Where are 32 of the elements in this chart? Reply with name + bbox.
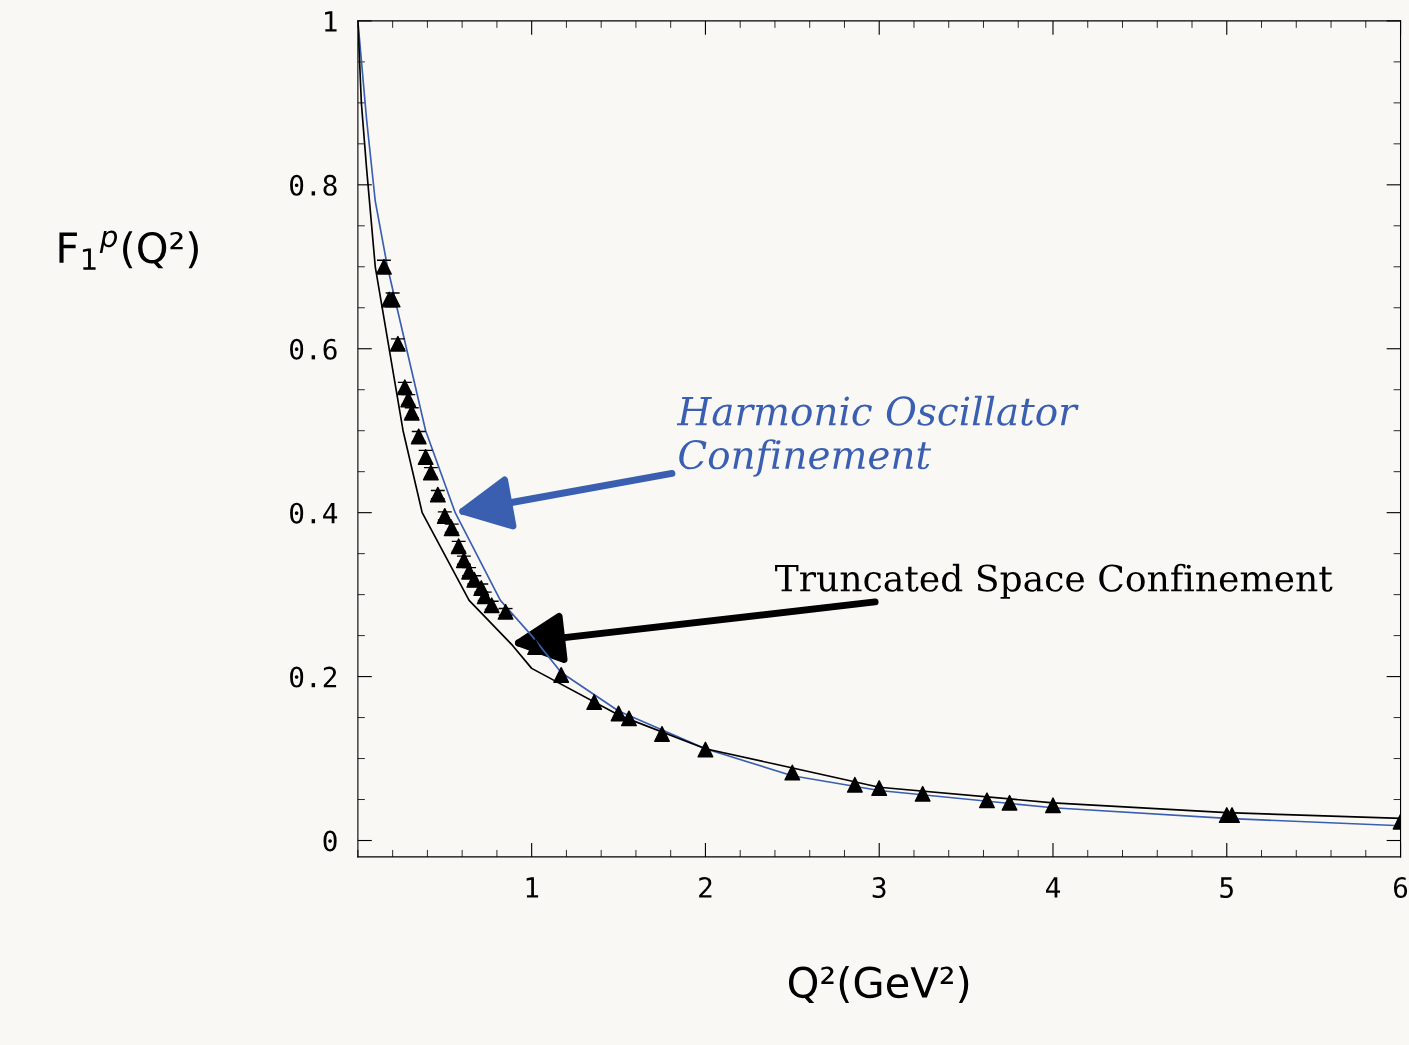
point: [697, 741, 714, 758]
y-tick-label: 0.2: [290, 666, 337, 688]
point: [527, 639, 544, 656]
point: [654, 725, 670, 742]
point: [620, 710, 637, 727]
point: [784, 764, 801, 781]
x-tick-label: 2: [699, 876, 712, 898]
y-tick-label: 0.6: [290, 338, 337, 360]
annotation: Truncated Space Confinement: [775, 563, 1333, 599]
x-tick-label: 4: [1046, 877, 1061, 898]
point: [1001, 794, 1018, 811]
y-tick-label: 1: [325, 11, 337, 32]
point: [586, 694, 603, 710]
point: [455, 552, 472, 569]
x-tick-label: 5: [1220, 877, 1233, 898]
annotation: Harmonic Oscillator Confinement: [676, 395, 1079, 477]
point: [846, 776, 863, 793]
y-tick-label: 0.4: [290, 502, 338, 524]
x-tick-label: 6: [1393, 876, 1408, 898]
point: [978, 792, 995, 809]
point: [914, 785, 931, 802]
point: [436, 507, 453, 524]
y-tick-label: 0.8: [290, 174, 337, 196]
y-tick-label: 0: [323, 830, 337, 852]
x-tick-label: 3: [872, 876, 886, 898]
point: [553, 666, 570, 683]
x-axis-title: Q²(GeV²): [788, 965, 969, 1004]
point: [871, 780, 888, 797]
point: [1045, 797, 1061, 814]
point: [375, 258, 392, 275]
y-axis-title: F$_{1}$$^{p}$(Q²): [59, 230, 198, 270]
x-tick-label: 1: [526, 877, 539, 898]
